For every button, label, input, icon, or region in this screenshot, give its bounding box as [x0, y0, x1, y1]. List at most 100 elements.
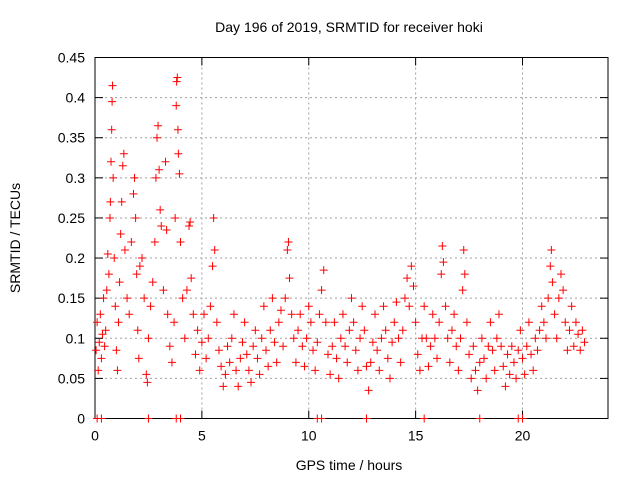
data-point [176, 238, 185, 247]
data-point [475, 358, 484, 367]
data-point [94, 366, 103, 375]
data-point [347, 294, 356, 303]
data-point [103, 250, 112, 259]
y-axis-label: SRMTID / TECUs [7, 183, 23, 293]
data-point [167, 358, 176, 367]
data-point [107, 157, 116, 166]
data-point [334, 374, 343, 383]
data-point [268, 294, 277, 303]
data-point [191, 350, 200, 359]
data-point [571, 318, 580, 327]
data-point [505, 370, 514, 379]
data-point [108, 97, 117, 106]
data-point [490, 366, 499, 375]
data-point [392, 298, 401, 307]
data-point [518, 414, 527, 423]
data-point [113, 366, 122, 375]
data-point [501, 382, 510, 391]
data-point [321, 318, 330, 327]
data-point [274, 318, 283, 327]
data-point [460, 270, 469, 279]
data-point [409, 282, 418, 291]
grid-lines [95, 57, 608, 419]
data-point [315, 310, 324, 319]
data-point [219, 382, 228, 391]
data-point [524, 318, 533, 327]
data-point [356, 334, 365, 343]
data-point [131, 213, 140, 222]
data-point [480, 354, 489, 363]
data-point [383, 354, 392, 363]
data-point [189, 310, 198, 319]
data-point [443, 334, 452, 343]
data-point [482, 374, 491, 383]
data-point [437, 270, 446, 279]
data-point [102, 286, 111, 295]
data-point [537, 302, 546, 311]
data-point [214, 346, 223, 355]
data-point [426, 342, 435, 351]
y-tick-label: 0.3 [66, 170, 86, 186]
data-point [462, 318, 471, 327]
data-point [509, 358, 518, 367]
data-point [433, 354, 441, 363]
y-tick-label: 0.4 [66, 90, 86, 106]
data-point [353, 366, 362, 375]
data-point [185, 221, 194, 230]
data-point [99, 294, 108, 303]
data-point [119, 149, 128, 158]
data-point [150, 238, 159, 247]
data-point [377, 334, 386, 343]
data-point [559, 286, 568, 295]
data-point [341, 342, 350, 351]
data-point [400, 294, 409, 303]
data-point [140, 294, 149, 303]
data-point [227, 334, 236, 343]
data-point [116, 229, 125, 238]
data-point [471, 366, 480, 375]
data-point [208, 262, 217, 271]
data-point [157, 221, 166, 230]
data-point [142, 370, 151, 379]
y-tick-label: 0.25 [58, 210, 85, 226]
data-point [229, 310, 238, 319]
data-point [351, 346, 360, 355]
data-point [385, 374, 394, 383]
data-point [544, 294, 553, 303]
data-point [407, 262, 416, 271]
data-point [398, 326, 407, 335]
data-point [336, 334, 345, 343]
data-point [527, 350, 536, 359]
x-tick-label: 15 [408, 428, 424, 444]
data-point [176, 414, 185, 423]
data-point [127, 238, 136, 247]
data-point [247, 378, 256, 387]
data-point [475, 414, 484, 423]
data-point [120, 246, 129, 255]
data-point [200, 310, 209, 319]
data-point [550, 310, 559, 319]
data-point [144, 334, 153, 343]
data-point [238, 338, 247, 347]
data-point [148, 278, 157, 287]
data-point [542, 334, 551, 343]
data-point [328, 342, 337, 351]
data-point [379, 302, 388, 311]
data-point [366, 358, 375, 367]
data-points [92, 73, 589, 423]
data-point [503, 350, 512, 359]
data-point [225, 358, 234, 367]
data-point [240, 318, 249, 327]
data-point [132, 270, 141, 279]
data-point [420, 302, 429, 311]
data-point [97, 354, 106, 363]
data-point [161, 157, 170, 166]
data-point [108, 81, 117, 90]
data-point [143, 378, 152, 387]
data-point [411, 318, 420, 327]
data-point [104, 270, 113, 279]
data-point [445, 358, 454, 367]
data-point [123, 294, 132, 303]
data-point [244, 366, 253, 375]
data-point [371, 310, 380, 319]
